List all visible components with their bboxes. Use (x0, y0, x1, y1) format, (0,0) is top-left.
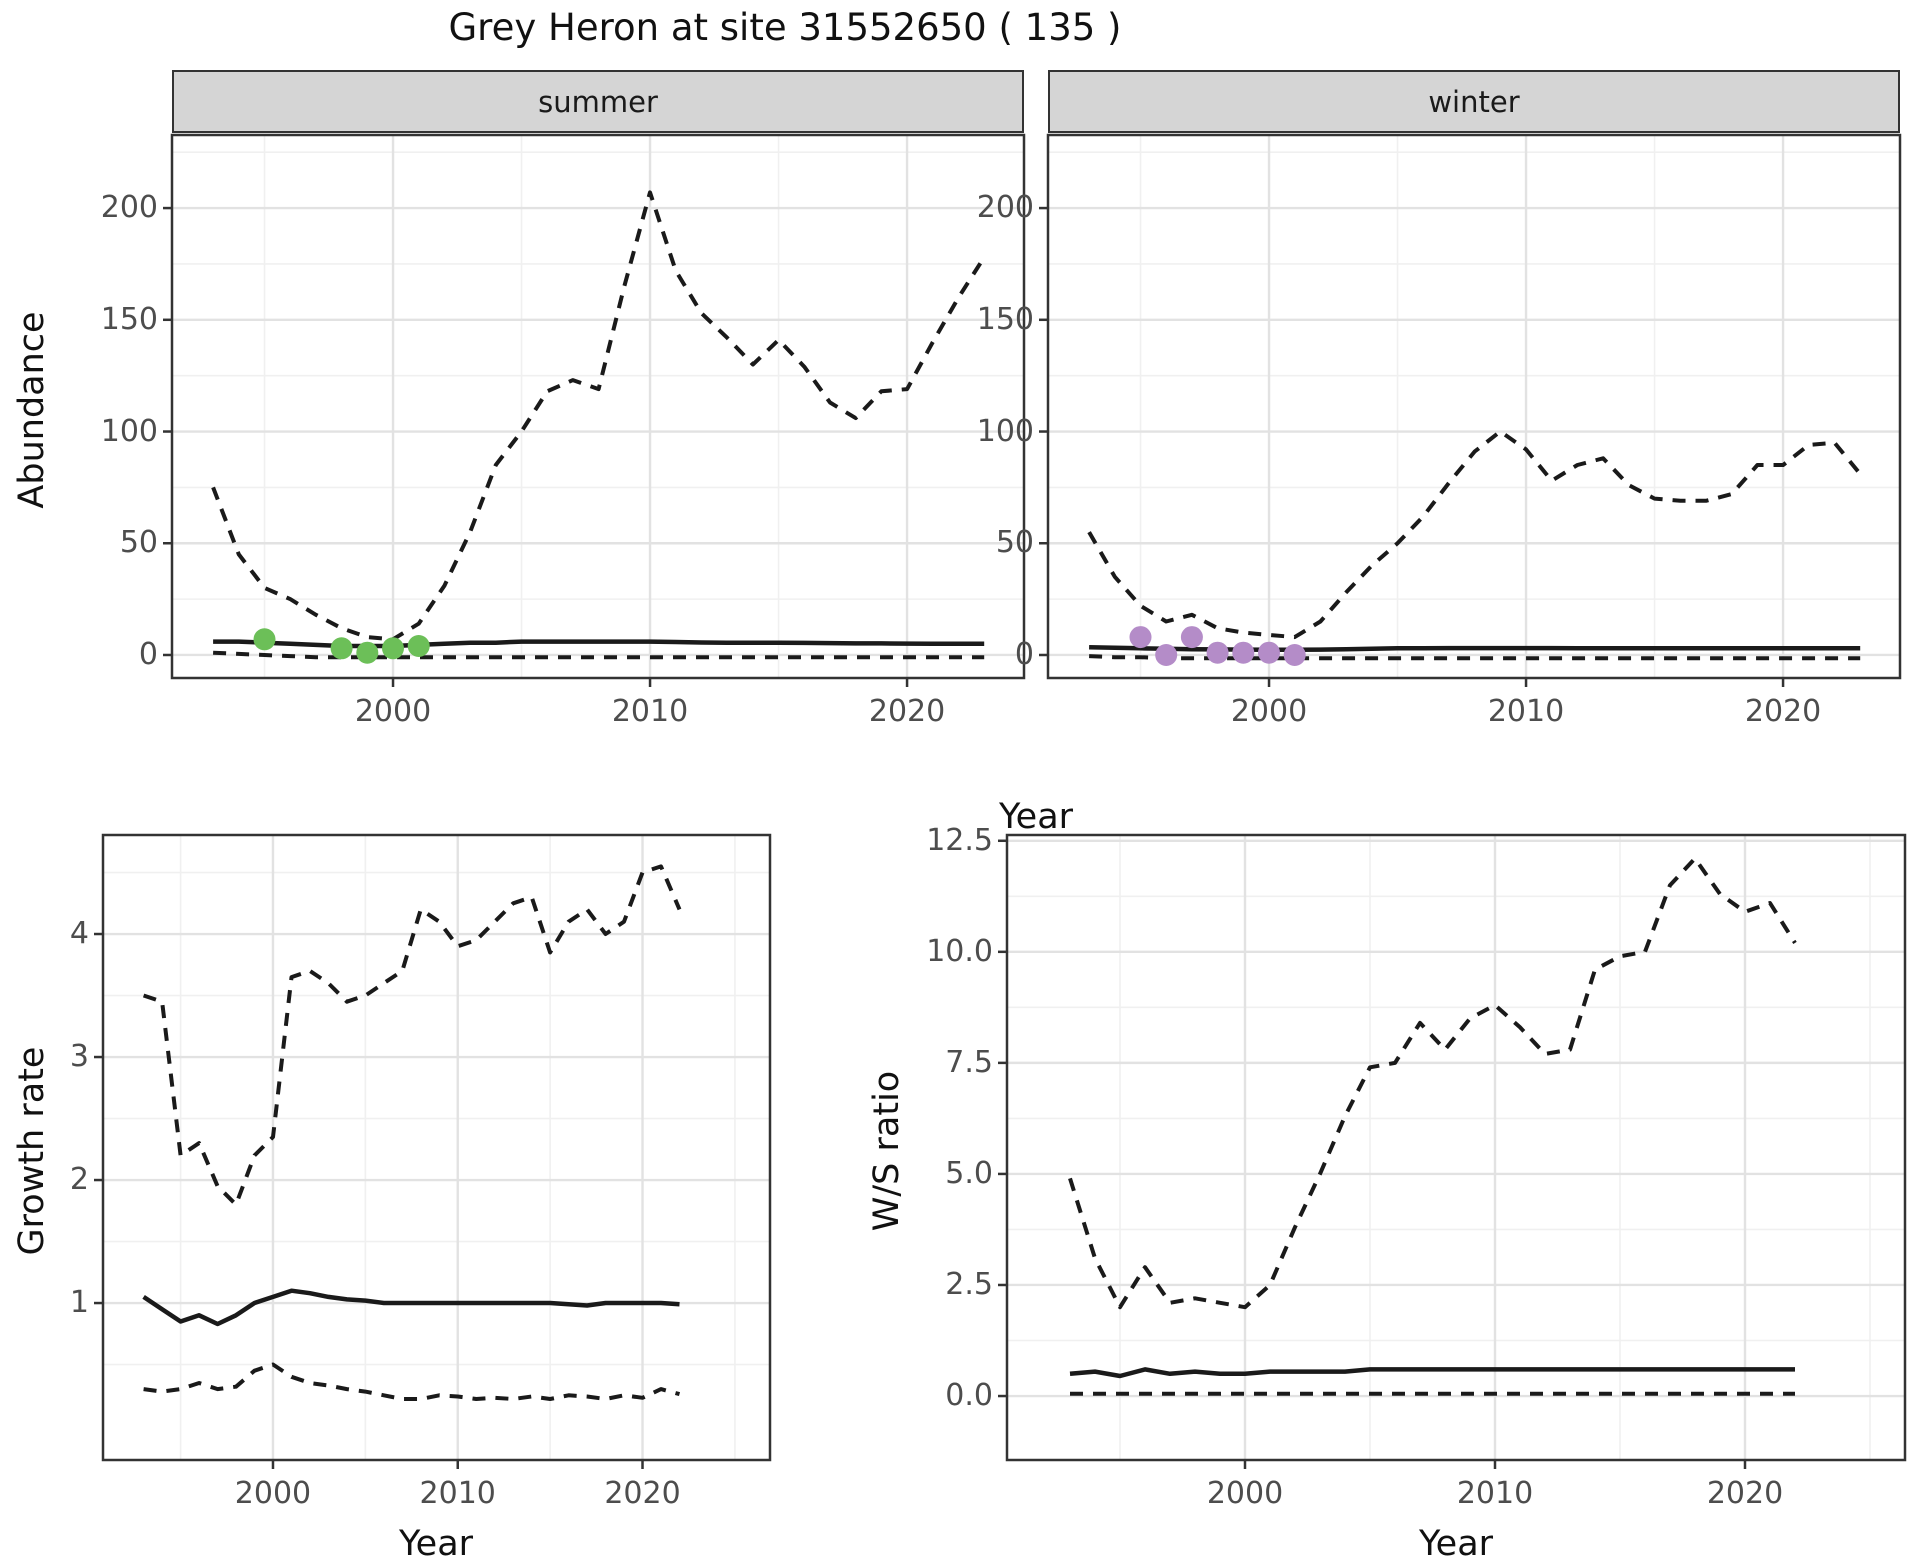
y-tick-label: 10.0 (926, 933, 993, 969)
observation-point (1180, 626, 1203, 649)
ws_ratio-mean-line (1069, 1367, 1795, 1379)
observation-point (1129, 626, 1152, 649)
abundance_winter-lower_ci-line (1089, 654, 1861, 661)
facet-strip-label: summer (538, 84, 658, 119)
y-tick-label: 3 (69, 1039, 89, 1075)
observation-point (330, 637, 353, 660)
observation-point (1258, 641, 1280, 664)
growth_rate-upper_ci-line (142, 864, 682, 1207)
panel-border (170, 133, 1026, 680)
x-tick-label: 2010 (1456, 1476, 1534, 1511)
y-tick-label: 2.5 (945, 1266, 993, 1302)
y-tick-label: 50 (119, 525, 158, 561)
abundance_winter-upper_ci-line (1087, 429, 1862, 640)
abundance_winter-mean-line (1089, 644, 1861, 653)
panel-border (1005, 833, 1907, 1462)
facet-strip-label: winter (1428, 84, 1520, 119)
x-axis-title-year-bottom-right: Year (1418, 1524, 1494, 1560)
facet-strip-winter: winter (1048, 70, 1900, 133)
x-tick-label: 2010 (611, 694, 689, 729)
observation-point (356, 641, 379, 664)
x-tick-label: 2020 (1744, 694, 1822, 729)
ws_ratio-upper_ci-line (1068, 856, 1797, 1310)
observation-point (1155, 644, 1178, 666)
observation-point (1206, 641, 1229, 664)
x-tick-label: 2020 (868, 694, 946, 729)
y-tick-label: 2 (69, 1162, 89, 1198)
x-tick-label: 2010 (1487, 694, 1565, 729)
y-tick-label: 7.5 (945, 1044, 993, 1080)
x-tick-label: 2000 (1206, 1476, 1284, 1511)
growth_rate-lower_ci-line (143, 1362, 681, 1401)
x-tick-label: 2010 (419, 1476, 496, 1511)
abundance_summer-mean-line (213, 639, 985, 649)
abundance_summer-upper_ci-line (211, 190, 986, 642)
panel-border (101, 833, 772, 1462)
y-tick-label: 100 (100, 413, 158, 449)
facet-strip-summer: summer (172, 70, 1024, 133)
growth_rate-mean-line (142, 1288, 680, 1327)
y-tick-label: 4 (69, 916, 89, 952)
y-tick-label: 50 (995, 525, 1034, 561)
observation-point (253, 628, 276, 651)
x-tick-label: 2000 (1230, 694, 1308, 729)
observation-point (1232, 641, 1255, 664)
panel-border (1046, 133, 1902, 680)
y-tick-label: 0 (138, 636, 158, 672)
x-tick-label: 2020 (1706, 1476, 1784, 1511)
y-tick-label: 150 (100, 301, 158, 337)
y-tick-label: 0 (1014, 636, 1034, 672)
x-tick-label: 2000 (234, 1476, 312, 1511)
observation-point (382, 637, 404, 660)
y-tick-label: 0.0 (945, 1378, 993, 1414)
observation-point (407, 635, 430, 657)
x-axis-title-year-bottom-left: Year (398, 1524, 474, 1560)
x-axis-title-year-top: Year (998, 797, 1074, 837)
y-tick-label: 200 (976, 190, 1034, 226)
y-axis-title-growth-rate: Growth rate (12, 1046, 52, 1256)
x-tick-label: 2020 (604, 1476, 681, 1511)
y-tick-label: 12.5 (926, 822, 993, 858)
y-tick-label: 150 (976, 301, 1034, 337)
x-tick-label: 2000 (354, 694, 432, 729)
page-title: Grey Heron at site 31552650 ( 135 ) (448, 6, 1122, 49)
y-tick-label: 1 (69, 1285, 89, 1321)
y-tick-label: 200 (100, 190, 158, 226)
observation-point (1283, 644, 1306, 666)
y-tick-label: 5.0 (945, 1155, 993, 1191)
y-tick-label: 100 (976, 413, 1034, 449)
